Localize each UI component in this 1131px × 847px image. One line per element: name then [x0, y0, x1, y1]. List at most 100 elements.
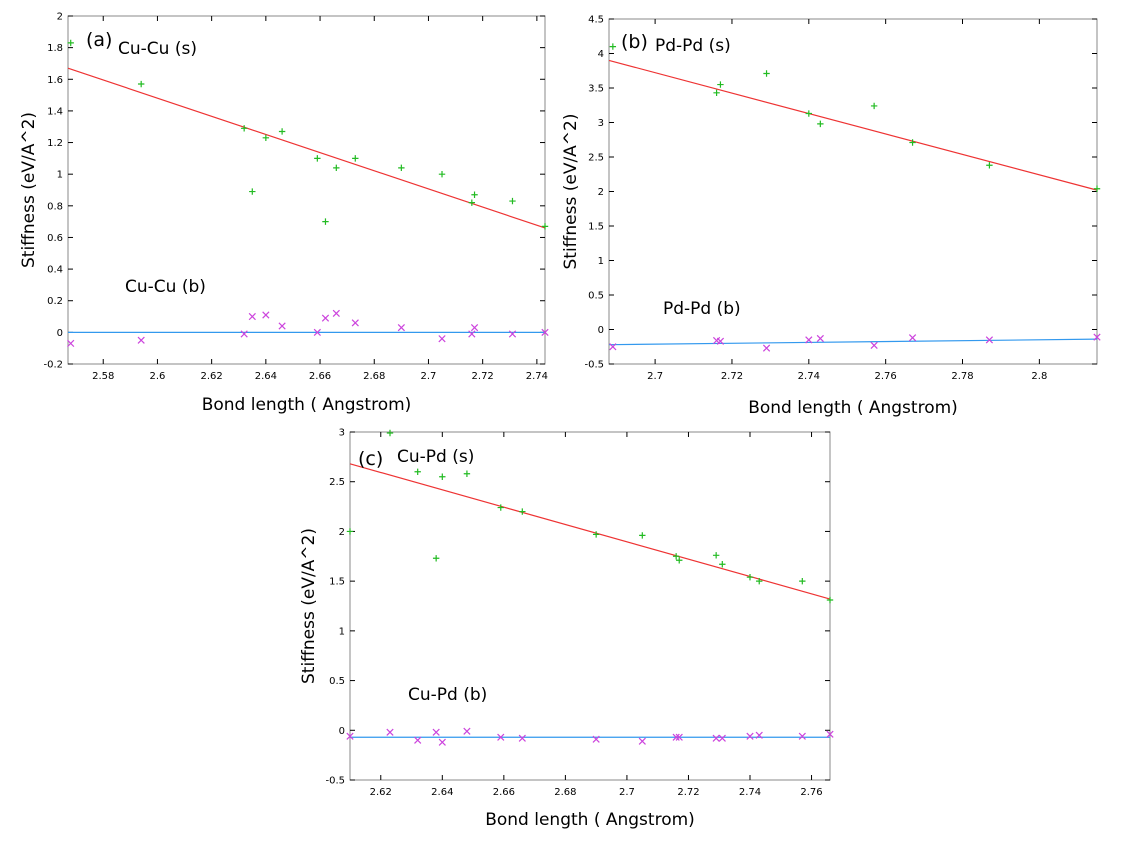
bend-point [755, 731, 763, 739]
bend-point [497, 733, 505, 741]
x-tick-label: 2.7 [619, 787, 635, 798]
bend-point [137, 336, 145, 344]
y-tick-label: 1.2 [47, 138, 63, 149]
y-tick-label: 1.4 [47, 106, 63, 117]
bend-point [826, 730, 834, 738]
series-label: Pd-Pd (b) [663, 299, 741, 319]
stretch-point [713, 89, 720, 97]
stretch-point [805, 110, 813, 117]
fit-line [349, 463, 831, 600]
panel-label: (a) [86, 29, 112, 51]
stretch-point [262, 134, 270, 141]
x-axis-title: Bond length ( Angstrom) [202, 395, 412, 415]
y-tick-label: 4.5 [588, 15, 604, 26]
y-tick-label: 0 [598, 325, 604, 336]
stretch-point [672, 553, 680, 560]
stretch-point [712, 552, 720, 559]
series-label: Cu-Cu (b) [125, 277, 206, 297]
bend-point [746, 732, 754, 740]
stretch-point [463, 470, 471, 477]
bend-point [712, 734, 720, 742]
bend-point [908, 334, 917, 342]
x-tick-label: 2.68 [363, 371, 385, 382]
y-tick-label: 0 [57, 328, 63, 339]
stretch-point [314, 155, 321, 162]
stretch-point [746, 573, 754, 581]
y-tick-label: 1.5 [588, 222, 604, 233]
stretch-point [67, 39, 74, 47]
bend-point [508, 330, 517, 338]
x-tick-label: 2.58 [92, 371, 114, 382]
y-tick-label: 0.6 [47, 233, 63, 244]
bend-point [463, 727, 471, 735]
y-tick-label: 1.8 [47, 43, 63, 54]
bend-point [432, 728, 440, 736]
x-tick-label: 2.74 [526, 371, 548, 382]
y-tick-label: 1 [57, 170, 63, 181]
stretch-point [909, 139, 916, 146]
x-tick-label: 2.66 [309, 371, 331, 382]
x-tick-label: 2.76 [800, 787, 822, 798]
y-tick-label: 2.5 [329, 477, 345, 488]
stretch-point [333, 164, 340, 172]
stretch-point [541, 223, 549, 230]
stretch-point [322, 218, 329, 225]
y-tick-label: 0.5 [588, 291, 604, 302]
stretch-point [468, 199, 476, 206]
stretch-point [609, 43, 617, 50]
y-axis-title: Stiffness (eV/A^2) [561, 113, 581, 269]
y-tick-label: 1.5 [329, 577, 345, 588]
panel-b: -0.5 0 0.5 1 1.5 2 2.5 3 3.5 4 4.5 2.7 2.72 2.74 2.76 2… [561, 15, 1101, 418]
bend-point [470, 323, 479, 332]
y-tick-label: 1.6 [47, 75, 63, 86]
stretch-point [676, 557, 683, 564]
panel-a: -0.2 0 0.2 0.4 0.6 0.8 1 1.2 1.4 1.6 1.8 2 2.58 2.6 2.… [19, 12, 549, 415]
bend-point [518, 734, 526, 742]
bend-point [414, 736, 422, 744]
stretch-point [497, 504, 504, 511]
bend-point [321, 314, 330, 322]
y-tick-label: 0 [339, 726, 345, 737]
x-tick-label: 2.68 [554, 787, 576, 798]
bend-point [805, 336, 813, 344]
stretch-point [639, 532, 646, 539]
x-tick-label: 2.62 [370, 787, 392, 798]
x-tick-label: 2.72 [472, 371, 494, 382]
bend-point [468, 330, 476, 338]
stretch-point [386, 429, 394, 437]
y-tick-label: 4 [598, 49, 604, 60]
bend-point [672, 733, 680, 741]
y-tick-label: 0.2 [47, 296, 63, 307]
y-tick-label: 0.4 [47, 265, 63, 276]
y-tick-label: 0.8 [47, 201, 63, 212]
y-tick-label: 1 [598, 256, 604, 267]
panel-label: (b) [621, 31, 648, 53]
x-tick-label: 2.66 [493, 787, 515, 798]
bend-point [609, 343, 617, 351]
series-label: Cu-Pd (b) [408, 685, 487, 705]
bend-point [675, 733, 683, 741]
stretch-point [439, 473, 446, 480]
series-label: Pd-Pd (s) [655, 36, 731, 56]
bend-point [438, 738, 446, 746]
stretch-point [986, 162, 993, 169]
stretch-point [799, 577, 806, 585]
stretch-point [719, 561, 726, 568]
y-axis-title: Stiffness (eV/A^2) [19, 112, 39, 268]
bend-point [541, 328, 549, 336]
y-tick-label: 3 [598, 118, 604, 129]
stretch-point [717, 81, 724, 88]
bend-point [313, 328, 321, 336]
y-tick-label: 2 [598, 187, 604, 198]
y-tick-label: -0.5 [584, 360, 604, 371]
y-tick-label: 2 [339, 527, 345, 538]
bend-point [762, 344, 771, 352]
plot-frame [349, 431, 831, 781]
x-tick-label: 2.72 [721, 371, 743, 382]
bend-point [397, 323, 405, 332]
x-tick-label: 2.6 [149, 371, 165, 382]
bend-point [386, 728, 394, 736]
stretch-point [137, 80, 145, 88]
y-axis-title: Stiffness (eV/A^2) [299, 528, 319, 684]
x-tick-label: 2.8 [1031, 371, 1047, 382]
